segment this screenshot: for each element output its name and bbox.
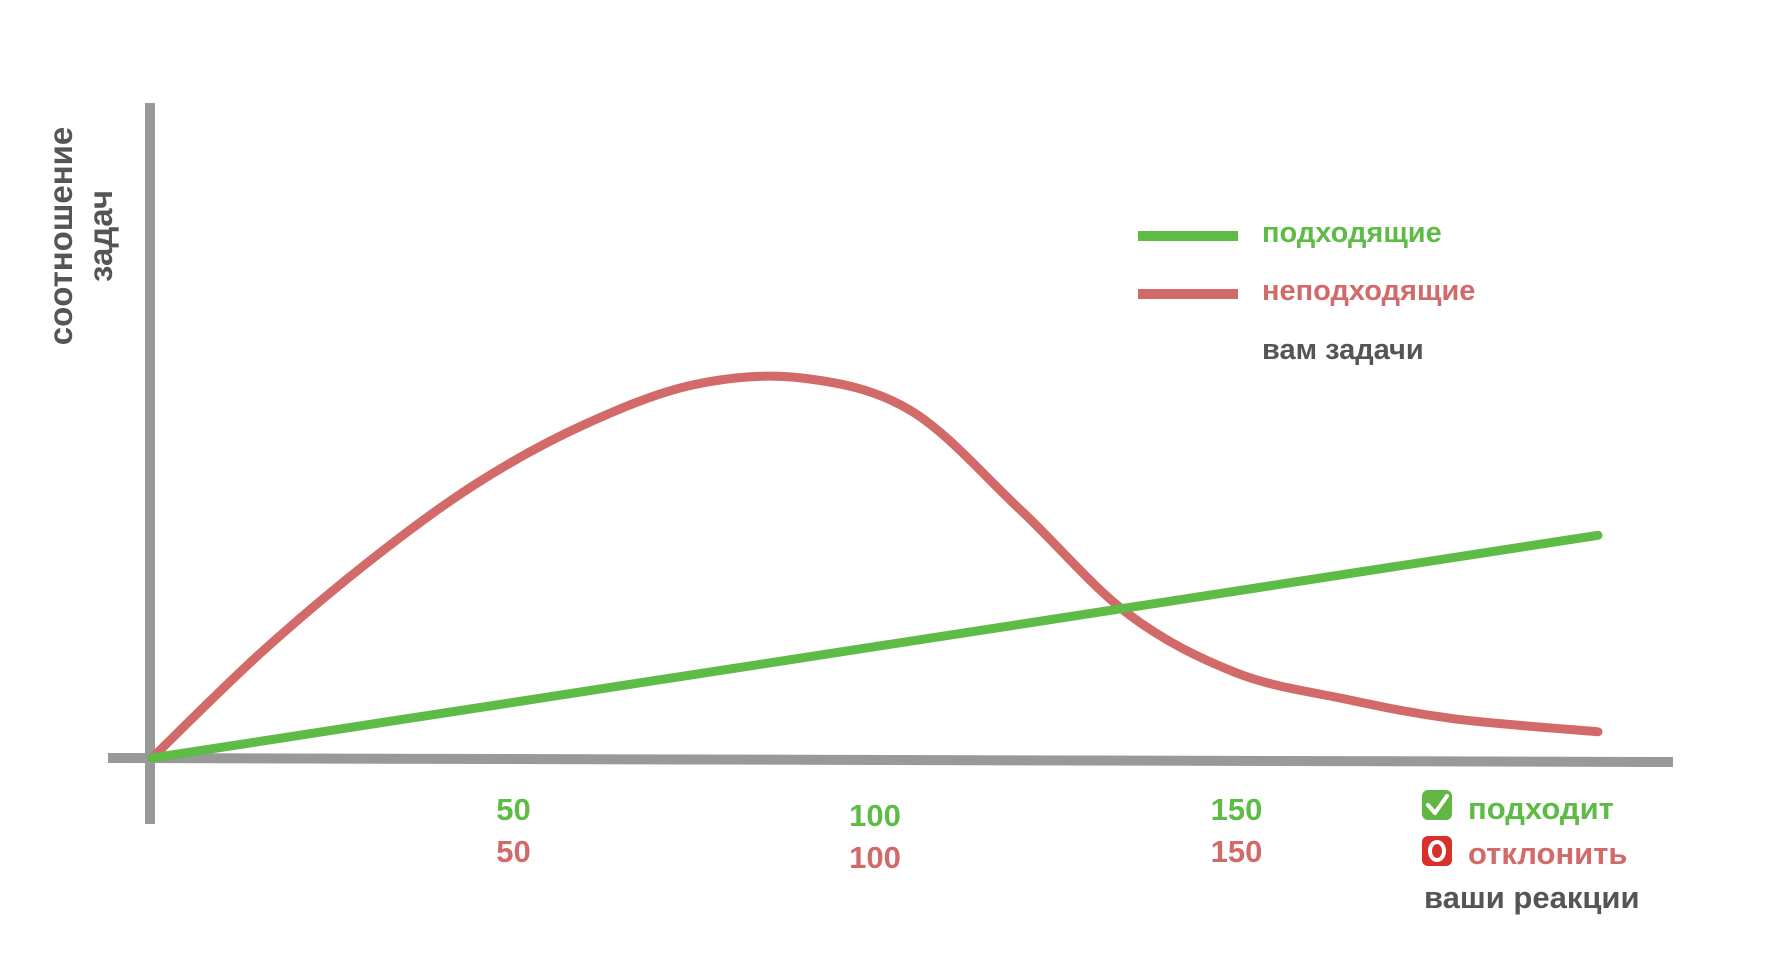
x-tick-labels: 50 50 100 100 150 150 bbox=[496, 792, 1262, 875]
x-legend-caption: ваши реакции bbox=[1424, 880, 1640, 915]
x-tick-label-red: 100 bbox=[849, 840, 901, 875]
x-tick-label-red: 150 bbox=[1211, 834, 1263, 869]
legend-label-green: подходящие bbox=[1262, 217, 1442, 249]
series-line-unsuitable bbox=[147, 371, 1603, 763]
legend: подходящие неподходящие вам задачи bbox=[1138, 217, 1475, 366]
legend-label-red: неподходящие bbox=[1262, 275, 1475, 307]
series-line-suitable bbox=[147, 530, 1603, 763]
x-axis bbox=[107, 753, 1674, 767]
axes bbox=[107, 103, 1674, 824]
legend-caption: вам задачи bbox=[1262, 334, 1424, 366]
y-axis-label: соотношение задач bbox=[42, 127, 119, 346]
x-legend-reject-label: отклонить bbox=[1468, 836, 1627, 871]
check-mark-button-icon bbox=[1422, 790, 1452, 820]
x-legend: подходит отклонить ваши реакции bbox=[1422, 790, 1640, 915]
x-tick-label-green: 50 bbox=[496, 792, 530, 827]
x-tick-label-red: 50 bbox=[496, 834, 530, 869]
series-layer bbox=[147, 371, 1603, 763]
x-tick-label-green: 150 bbox=[1211, 792, 1263, 827]
y-axis-label-line-2: задач bbox=[82, 190, 119, 282]
x-tick-label-green: 100 bbox=[849, 798, 901, 833]
x-legend-accept-label: подходит bbox=[1468, 791, 1614, 826]
red-o-button-icon bbox=[1422, 836, 1452, 866]
y-axis-label-line-1: соотношение bbox=[42, 127, 79, 346]
